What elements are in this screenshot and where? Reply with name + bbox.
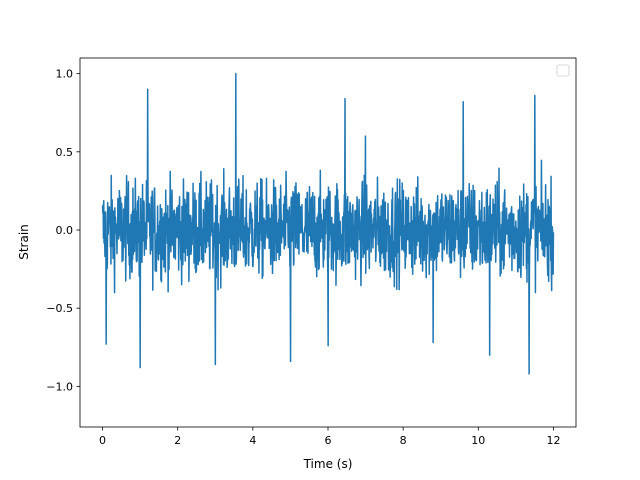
x-tick-label: 12 xyxy=(546,434,560,447)
x-tick-label: 10 xyxy=(471,434,485,447)
x-tick-label: 2 xyxy=(174,434,181,447)
y-tick-label: −1.0 xyxy=(46,380,73,393)
y-tick-label: 1.0 xyxy=(56,68,74,81)
y-tick-label: 0.0 xyxy=(56,224,74,237)
y-tick-label: 0.5 xyxy=(56,146,74,159)
x-tick-label: 8 xyxy=(400,434,407,447)
strain-series-line xyxy=(101,72,555,375)
x-tick-label: 0 xyxy=(99,434,106,447)
plot-frame xyxy=(79,57,577,428)
y-axis-label: Strain xyxy=(17,224,31,260)
y-axis-ticks: −1.0 −0.5 0.0 0.5 1.0 xyxy=(46,68,80,393)
series-layer xyxy=(101,72,555,375)
x-axis-ticks: 0 2 4 6 8 10 12 xyxy=(99,427,560,447)
x-tick-label: 4 xyxy=(249,434,256,447)
legend-box xyxy=(556,64,570,77)
y-tick-label: −0.5 xyxy=(46,302,73,315)
x-tick-label: 6 xyxy=(325,434,332,447)
x-axis-label: Time (s) xyxy=(303,457,353,471)
